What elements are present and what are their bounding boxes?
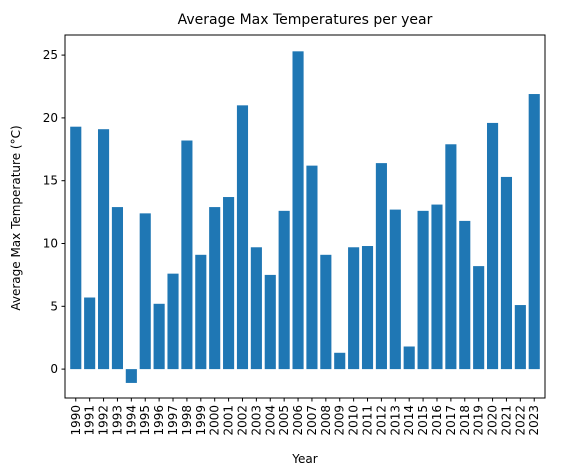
x-tick-label-2010: 2010 bbox=[347, 405, 361, 436]
y-tick-label-20: 20 bbox=[43, 111, 58, 125]
x-tick-label-2022: 2022 bbox=[513, 405, 527, 436]
bar-1991 bbox=[84, 297, 96, 370]
x-tick-label-2003: 2003 bbox=[249, 405, 263, 436]
bar-2003 bbox=[250, 247, 262, 370]
x-tick-label-2018: 2018 bbox=[458, 405, 472, 436]
bar-2009 bbox=[334, 352, 346, 370]
bar-2002 bbox=[236, 105, 249, 370]
y-tick-label-0: 0 bbox=[50, 362, 58, 376]
bar-2019 bbox=[473, 266, 485, 370]
bar-2008 bbox=[320, 254, 332, 370]
y-tick-label-10: 10 bbox=[43, 237, 58, 251]
bar-2006 bbox=[292, 51, 304, 370]
x-tick-label-1991: 1991 bbox=[83, 405, 97, 436]
bar-1992 bbox=[97, 129, 110, 370]
bar-2004 bbox=[264, 274, 276, 370]
bar-2023 bbox=[528, 94, 540, 370]
x-tick-label-2012: 2012 bbox=[374, 405, 388, 436]
y-tick-label-5: 5 bbox=[50, 299, 58, 313]
bar-2014 bbox=[403, 346, 415, 370]
x-tick-label-2021: 2021 bbox=[499, 405, 513, 436]
x-tick-label-2005: 2005 bbox=[277, 405, 291, 436]
bar-2013 bbox=[389, 209, 401, 370]
bar-1997 bbox=[167, 273, 179, 370]
bar-1993 bbox=[111, 207, 124, 370]
bar-2018 bbox=[459, 220, 471, 370]
chart-title: Average Max Temperatures per year bbox=[178, 12, 433, 28]
bar-2017 bbox=[445, 144, 457, 370]
x-tick-label-2011: 2011 bbox=[361, 405, 375, 436]
y-tick-label-25: 25 bbox=[43, 48, 58, 62]
x-tick-label-1997: 1997 bbox=[166, 405, 180, 436]
x-axis-label: Year bbox=[291, 452, 317, 466]
x-tick-label-2017: 2017 bbox=[444, 405, 458, 436]
x-tick-label-2013: 2013 bbox=[388, 405, 402, 436]
bar-2020 bbox=[486, 122, 499, 370]
bar-2000 bbox=[209, 207, 221, 370]
axes-frame bbox=[64, 34, 546, 399]
bar-2022 bbox=[514, 305, 526, 370]
bar-2021 bbox=[500, 176, 513, 370]
x-tick-label-1993: 1993 bbox=[110, 405, 124, 436]
bar-2016 bbox=[431, 204, 443, 370]
x-tick-label-1996: 1996 bbox=[152, 405, 166, 436]
x-tick-label-2016: 2016 bbox=[430, 405, 444, 436]
y-tick-label-15: 15 bbox=[43, 174, 58, 188]
x-tick-label-2009: 2009 bbox=[333, 405, 347, 436]
x-tick-label-1994: 1994 bbox=[124, 405, 138, 436]
x-tick-label-2007: 2007 bbox=[305, 405, 319, 436]
x-tick-label-2023: 2023 bbox=[527, 405, 541, 436]
bar-1994 bbox=[125, 369, 137, 383]
bar-2011 bbox=[361, 246, 374, 370]
bar-1996 bbox=[153, 303, 165, 370]
x-tick-label-1999: 1999 bbox=[194, 405, 208, 436]
x-tick-label-2001: 2001 bbox=[222, 405, 236, 436]
x-tick-label-1990: 1990 bbox=[69, 405, 83, 436]
bar-1995 bbox=[139, 213, 151, 370]
x-tick-label-2014: 2014 bbox=[402, 405, 416, 436]
x-tick-label-2002: 2002 bbox=[235, 405, 249, 436]
x-tick-label-2008: 2008 bbox=[319, 405, 333, 436]
bar-2010 bbox=[348, 247, 360, 370]
y-axis-label: Average Max Temperature (°C) bbox=[9, 125, 23, 310]
x-tick-label-1995: 1995 bbox=[138, 405, 152, 436]
x-tick-label-1992: 1992 bbox=[97, 405, 111, 436]
bar-2001 bbox=[223, 197, 235, 370]
x-tick-label-2020: 2020 bbox=[486, 405, 500, 436]
x-tick-label-2006: 2006 bbox=[291, 405, 305, 436]
bar-1999 bbox=[195, 254, 207, 370]
bar-1990 bbox=[70, 126, 82, 370]
bar-1998 bbox=[181, 140, 193, 370]
bar-2005 bbox=[278, 210, 290, 370]
bar-2012 bbox=[375, 163, 387, 370]
bar-2007 bbox=[306, 165, 318, 370]
x-tick-label-2004: 2004 bbox=[263, 405, 277, 436]
x-tick-label-2015: 2015 bbox=[416, 405, 430, 436]
bar-2015 bbox=[417, 210, 429, 370]
x-tick-label-2019: 2019 bbox=[472, 405, 486, 436]
x-tick-label-2000: 2000 bbox=[208, 405, 222, 436]
x-tick-label-1998: 1998 bbox=[180, 405, 194, 436]
